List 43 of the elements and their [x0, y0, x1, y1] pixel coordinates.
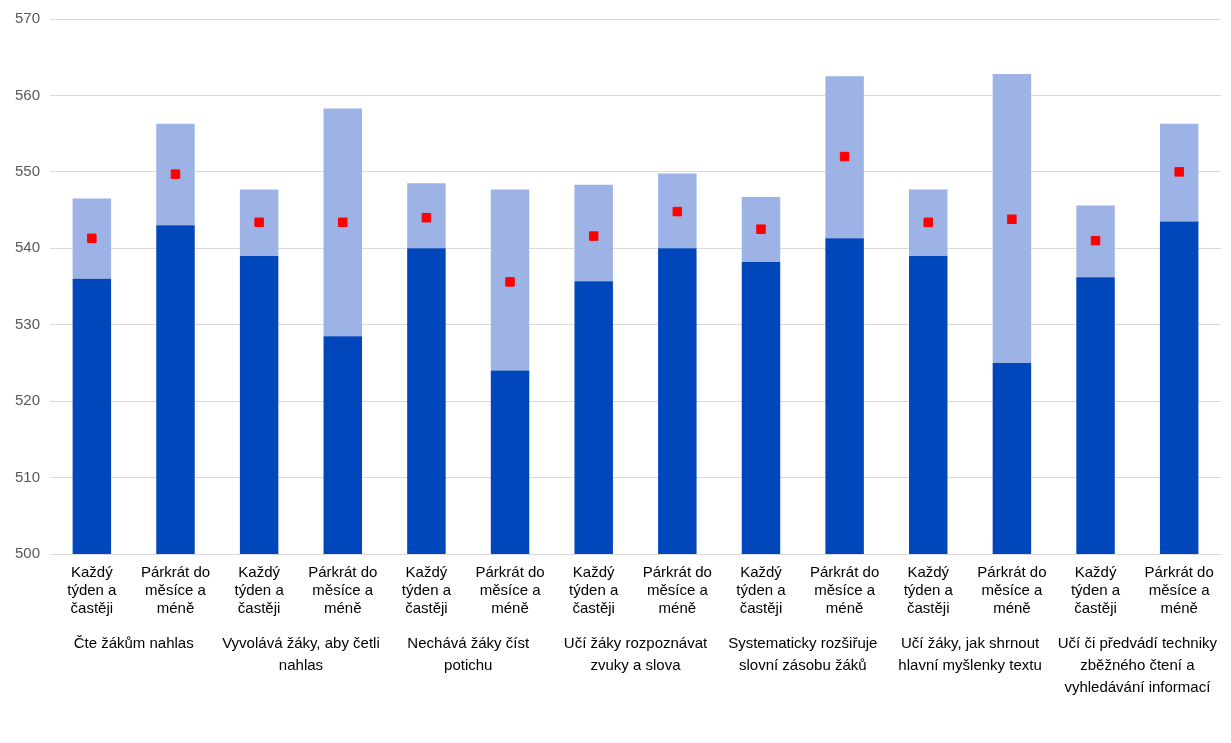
x-tick-label: Každý týden a častěji: [736, 563, 787, 617]
x-tick-label: Párkrát do měsíce a méně: [642, 563, 712, 617]
y-tick-label: 530: [15, 314, 41, 332]
point: [87, 233, 97, 244]
x-tick-label: Párkrát do měsíce a méně: [308, 563, 378, 617]
y-tick-label: 540: [15, 238, 41, 256]
text: Nechává žáky číst potichu: [407, 633, 530, 673]
point: [421, 212, 432, 223]
y-tick-label: 500: [15, 544, 41, 562]
point: [1090, 235, 1101, 246]
point: [170, 169, 181, 179]
x-tick-label: Každý týden a častěji: [569, 563, 619, 617]
point: [505, 277, 515, 287]
point: [839, 151, 850, 162]
x-tick-label: Párkrát do měsíce a méně: [977, 563, 1047, 617]
x-tick-label: Každý týden a častěji: [903, 563, 954, 617]
x-tick-label: Párkrát do měsíce a méně: [475, 563, 545, 617]
point: [254, 217, 264, 228]
text: Učí žáky, jak shrnout hlavní myšlenky textu: [898, 633, 1042, 673]
point: [1007, 214, 1017, 224]
x-tick-label: Párkrát do měsíce a méně: [1144, 563, 1214, 617]
point: [756, 224, 766, 234]
point: [923, 217, 933, 228]
y-tick-label: 570: [15, 9, 41, 27]
text: Učí či předvádí techniky zběžného čtení a vyhledávání informací: [1057, 633, 1218, 695]
text: Čte žákům nahlas: [73, 633, 194, 651]
y-tick-label: 560: [15, 85, 41, 103]
y-tick-label: 510: [15, 467, 41, 485]
point: [338, 217, 348, 228]
point: [588, 231, 599, 241]
y-tick-label: 550: [15, 162, 41, 179]
text: Vyvolává žáky, aby četli nahlas: [222, 633, 380, 673]
y-tick-label: 520: [15, 391, 41, 409]
point: [672, 206, 683, 217]
x-tick-label: Každý týden a častěji: [67, 563, 118, 617]
x-tick-label: Párkrát do měsíce a méně: [140, 563, 211, 617]
text: Učí žáky rozpoznávat zvuky a slova: [563, 633, 709, 673]
x-tick-label: Každý týden a častěji: [234, 563, 285, 617]
x-tick-label: Každý týden a častěji: [1070, 563, 1121, 617]
point: [1174, 167, 1184, 177]
text: Systematicky rozšiřuje slovní zásobu žáků: [728, 633, 878, 673]
x-tick-label: Každý týden a častěji: [401, 563, 452, 617]
x-tick-label: Párkrát do měsíce a méně: [810, 563, 880, 617]
